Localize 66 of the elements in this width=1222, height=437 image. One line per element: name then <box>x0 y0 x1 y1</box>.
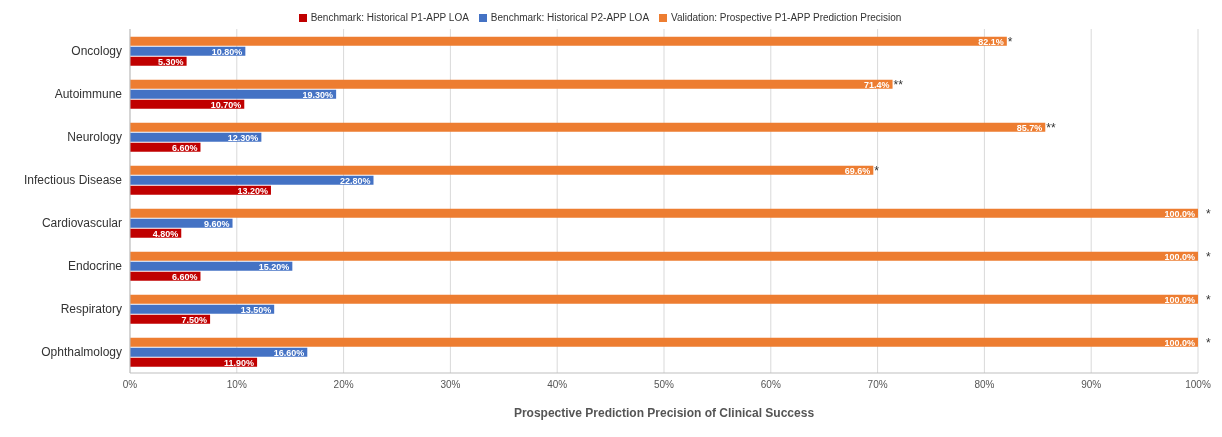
y-tick-label: Respiratory <box>60 301 122 316</box>
bar <box>130 347 308 357</box>
data-label: 12.30% <box>227 132 259 143</box>
data-label: 13.20% <box>237 185 268 196</box>
bar <box>130 36 1007 46</box>
x-tick-label: 100% <box>1185 379 1211 391</box>
text: * <box>1206 250 1211 265</box>
data-label: 85.7% <box>1016 122 1043 133</box>
annotation: * <box>1007 35 1013 50</box>
legend-label: Validation: Prospective P1-APP Prediction Precision <box>671 12 902 23</box>
data-label: 100.0% <box>1164 251 1195 262</box>
bar <box>130 294 1198 304</box>
y-tick-label: Neurology <box>67 129 122 144</box>
x-tick-label: 90% <box>1081 379 1102 391</box>
data-label: 7.50% <box>181 314 208 325</box>
legend-label: Benchmark: Historical P2-APP LOA <box>490 12 650 23</box>
data-label: 10.80% <box>211 46 243 57</box>
text: * <box>1206 293 1211 308</box>
bar <box>130 175 374 185</box>
bar <box>130 337 1198 347</box>
x-tick-label: 10% <box>226 379 247 391</box>
x-tick-label: 70% <box>867 379 888 391</box>
bar <box>130 165 874 175</box>
data-label: 82.1% <box>978 36 1004 47</box>
data-label: 22.80% <box>339 175 371 186</box>
annotation: * <box>874 164 880 179</box>
data-label: 5.30% <box>158 56 184 67</box>
data-label: 4.80% <box>152 228 179 239</box>
bar <box>130 89 337 99</box>
bar <box>130 122 1046 132</box>
bar <box>130 251 1198 261</box>
y-tick-label: Infectious Disease <box>23 172 123 187</box>
y-tick-label: Oncology <box>71 43 122 58</box>
y-tick-label: Autoimmune <box>54 86 123 101</box>
y-tick-label: Cardiovascular <box>41 215 122 230</box>
bar <box>130 79 893 89</box>
text: * <box>1206 207 1211 222</box>
data-label: 6.60% <box>171 271 198 282</box>
data-label: 10.70% <box>210 99 242 110</box>
x-tick-label: 30% <box>440 379 461 391</box>
data-label: 15.20% <box>258 261 290 272</box>
data-label: 9.60% <box>204 218 230 229</box>
data-label: 100.0% <box>1164 208 1195 219</box>
data-label: 13.50% <box>240 304 272 315</box>
bar <box>130 208 1198 218</box>
x-tick-label: 20% <box>333 379 354 391</box>
data-label: 100.0% <box>1164 294 1195 305</box>
data-label: 69.6% <box>844 165 871 176</box>
data-label: 16.60% <box>273 347 305 358</box>
x-tick-label: 0% <box>122 379 138 391</box>
text: * <box>1206 336 1211 351</box>
y-tick-label: Endocrine <box>67 258 123 273</box>
x-tick-label: 60% <box>760 379 781 391</box>
y-tick-label: Ophthalmology <box>41 344 122 359</box>
annotation: ** <box>1046 121 1056 136</box>
data-label: 6.60% <box>171 142 198 153</box>
data-label: 19.30% <box>302 89 334 100</box>
data-label: 100.0% <box>1164 337 1195 348</box>
x-tick-label: 50% <box>653 379 675 391</box>
annotation: ** <box>893 78 904 93</box>
x-axis-title: Prospective Prediction Precision of Clinical Success <box>513 406 815 420</box>
data-label: 71.4% <box>864 79 890 90</box>
data-label: 11.90% <box>224 357 255 368</box>
legend-label: Benchmark: Historical P1-APP LOA <box>310 12 469 23</box>
x-tick-label: 40% <box>547 379 568 391</box>
x-tick-label: 80% <box>974 379 995 391</box>
